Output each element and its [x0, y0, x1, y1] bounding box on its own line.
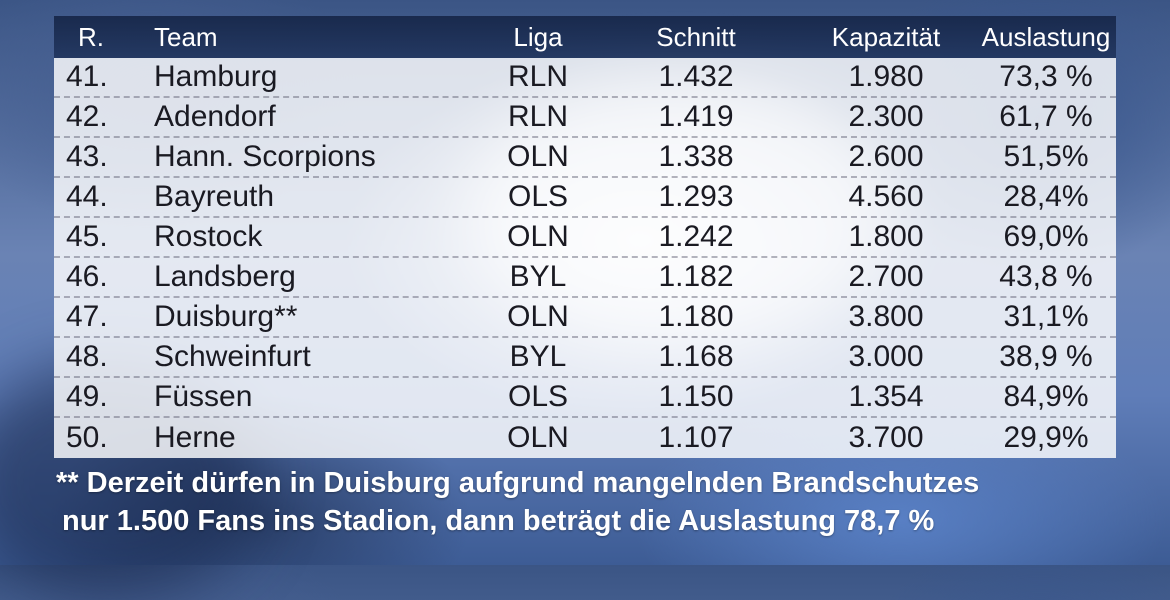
table-row: 46. Landsberg BYL 1.182 2.700 43,8 % — [54, 258, 1116, 298]
cell-liga: OLS — [507, 180, 569, 213]
table-row: 44. Bayreuth OLS 1.293 4.560 28,4% — [54, 178, 1116, 218]
cell-rank: 43. — [66, 140, 108, 173]
footnote-line-2: nur 1.500 Fans ins Stadion, dann beträgt… — [62, 505, 935, 537]
table-row: 41. Hamburg RLN 1.432 1.980 73,3 % — [54, 58, 1116, 98]
cell-liga: OLN — [507, 220, 569, 253]
cell-kapazitaet: 1.980 — [848, 60, 924, 93]
header-schnitt: Schnitt — [656, 21, 736, 52]
header-kapazitaet: Kapazität — [831, 21, 941, 52]
cell-rank: 44. — [66, 180, 108, 213]
cell-liga: BYL — [509, 340, 567, 373]
header-team: Team — [154, 21, 218, 52]
cell-kapazitaet: 1.800 — [848, 220, 924, 253]
cell-schnitt: 1.168 — [658, 340, 734, 373]
cell-schnitt: 1.419 — [658, 100, 734, 133]
cell-auslastung: 31,1% — [1003, 300, 1089, 333]
cell-liga: OLS — [507, 380, 569, 413]
cell-team: Schweinfurt — [154, 340, 311, 373]
cell-auslastung: 73,3 % — [999, 60, 1093, 93]
cell-liga: OLN — [507, 140, 569, 173]
cell-kapazitaet: 2.700 — [848, 260, 924, 293]
cell-schnitt: 1.150 — [658, 380, 734, 413]
cell-liga: RLN — [507, 60, 568, 93]
cell-liga: RLN — [507, 100, 568, 133]
cell-auslastung: 69,0% — [1003, 220, 1089, 253]
table-row: 45. Rostock OLN 1.242 1.800 69,0% — [54, 218, 1116, 258]
cell-liga: OLN — [507, 421, 569, 454]
cell-rank: 47. — [66, 300, 108, 333]
cell-team: Bayreuth — [154, 180, 275, 213]
cell-rank: 48. — [66, 340, 108, 373]
table-row: 42. Adendorf RLN 1.419 2.300 61,7 % — [54, 98, 1116, 138]
cell-auslastung: 84,9% — [1003, 380, 1089, 413]
cell-schnitt: 1.180 — [658, 300, 734, 333]
attendance-table: R. Team Liga Schnitt Kapazität Auslastun… — [54, 16, 1116, 458]
cell-rank: 46. — [66, 260, 108, 293]
footnote-line-1: ** Derzeit dürfen in Duisburg aufgrund m… — [56, 467, 980, 499]
cell-auslastung: 43,8 % — [999, 260, 1093, 293]
cell-schnitt: 1.432 — [658, 60, 734, 93]
header-rank: R. — [78, 21, 104, 52]
cell-auslastung: 61,7 % — [999, 100, 1093, 133]
cell-rank: 42. — [66, 100, 108, 133]
cell-kapazitaet: 4.560 — [848, 180, 924, 213]
table-row: 48. Schweinfurt BYL 1.168 3.000 38,9 % — [54, 338, 1116, 378]
cell-auslastung: 38,9 % — [999, 340, 1093, 373]
cell-kapazitaet: 3.700 — [848, 421, 924, 454]
cell-rank: 41. — [66, 60, 108, 93]
cell-schnitt: 1.293 — [658, 180, 734, 213]
cell-auslastung: 51,5% — [1003, 140, 1089, 173]
table-body: 41. Hamburg RLN 1.432 1.980 73,3 % 42. Adendorf… — [54, 58, 1116, 458]
table-row: 47. Duisburg** OLN 1.180 3.800 31,1% — [54, 298, 1116, 338]
table-row: 43. Hann. Scorpions OLN 1.338 2.600 51,5% — [54, 138, 1116, 178]
cell-liga: OLN — [507, 300, 569, 333]
cell-liga: BYL — [509, 260, 567, 293]
cell-schnitt: 1.242 — [658, 220, 734, 253]
cell-team: Hann. Scorpions — [154, 140, 376, 173]
cell-team: Hamburg — [154, 60, 278, 93]
cell-schnitt: 1.182 — [658, 260, 734, 293]
cell-schnitt: 1.338 — [658, 140, 734, 173]
cell-kapazitaet: 2.600 — [848, 140, 924, 173]
cell-team: Herne — [154, 421, 236, 454]
table-row: 50. Herne OLN 1.107 3.700 29,9% — [54, 418, 1116, 458]
cell-rank: 49. — [66, 380, 108, 413]
cell-auslastung: 29,9% — [1003, 421, 1089, 454]
header-auslastung: Auslastung — [981, 21, 1111, 52]
table-row: 49. Füssen OLS 1.150 1.354 84,9% — [54, 378, 1116, 418]
cell-team: Landsberg — [154, 260, 296, 293]
cell-schnitt: 1.107 — [658, 421, 734, 454]
cell-rank: 50. — [66, 421, 108, 454]
cell-team: Rostock — [154, 220, 263, 253]
cell-kapazitaet: 1.354 — [848, 380, 924, 413]
cell-kapazitaet: 3.000 — [848, 340, 924, 373]
table-header: R. Team Liga Schnitt Kapazität Auslastun… — [54, 16, 1116, 58]
footnote: ** Derzeit dürfen in Duisburg aufgrund m… — [56, 464, 1156, 540]
cell-team: Adendorf — [154, 100, 276, 133]
cell-kapazitaet: 2.300 — [848, 100, 924, 133]
cell-kapazitaet: 3.800 — [848, 300, 924, 333]
cell-team: Füssen — [154, 380, 253, 413]
cell-rank: 45. — [66, 220, 108, 253]
cell-team: Duisburg** — [154, 300, 298, 333]
header-liga: Liga — [513, 21, 563, 52]
cell-auslastung: 28,4% — [1003, 180, 1089, 213]
